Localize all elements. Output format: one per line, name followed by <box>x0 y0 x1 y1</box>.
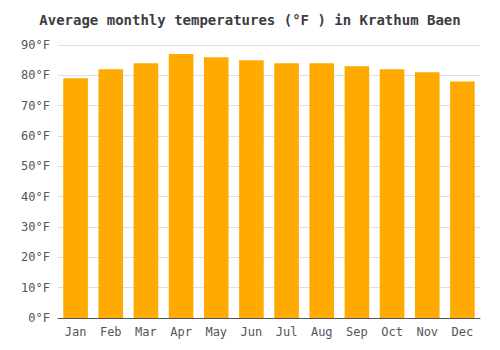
svg-text:Nov: Nov <box>416 325 438 339</box>
svg-text:Jun: Jun <box>241 325 263 339</box>
svg-text:20°F: 20°F <box>21 250 50 264</box>
svg-text:Feb: Feb <box>100 325 122 339</box>
svg-text:10°F: 10°F <box>21 281 50 295</box>
svg-text:Jul: Jul <box>276 325 298 339</box>
svg-text:May: May <box>205 325 227 339</box>
svg-text:Sep: Sep <box>346 325 368 339</box>
svg-text:Dec: Dec <box>452 325 474 339</box>
svg-text:Mar: Mar <box>135 325 157 339</box>
svg-text:Aug: Aug <box>311 325 333 339</box>
svg-text:Oct: Oct <box>381 325 403 339</box>
svg-text:90°F: 90°F <box>21 38 50 52</box>
svg-text:70°F: 70°F <box>21 99 50 113</box>
svg-text:80°F: 80°F <box>21 68 50 82</box>
svg-text:Jan: Jan <box>65 325 87 339</box>
svg-text:50°F: 50°F <box>21 159 50 173</box>
svg-text:0°F: 0°F <box>28 311 50 325</box>
svg-text:Average monthly temperatures (: Average monthly temperatures (°F ) in Kr… <box>39 12 460 28</box>
svg-text:30°F: 30°F <box>21 220 50 234</box>
svg-text:60°F: 60°F <box>21 129 50 143</box>
svg-text:Apr: Apr <box>170 325 192 339</box>
svg-text:40°F: 40°F <box>21 190 50 204</box>
